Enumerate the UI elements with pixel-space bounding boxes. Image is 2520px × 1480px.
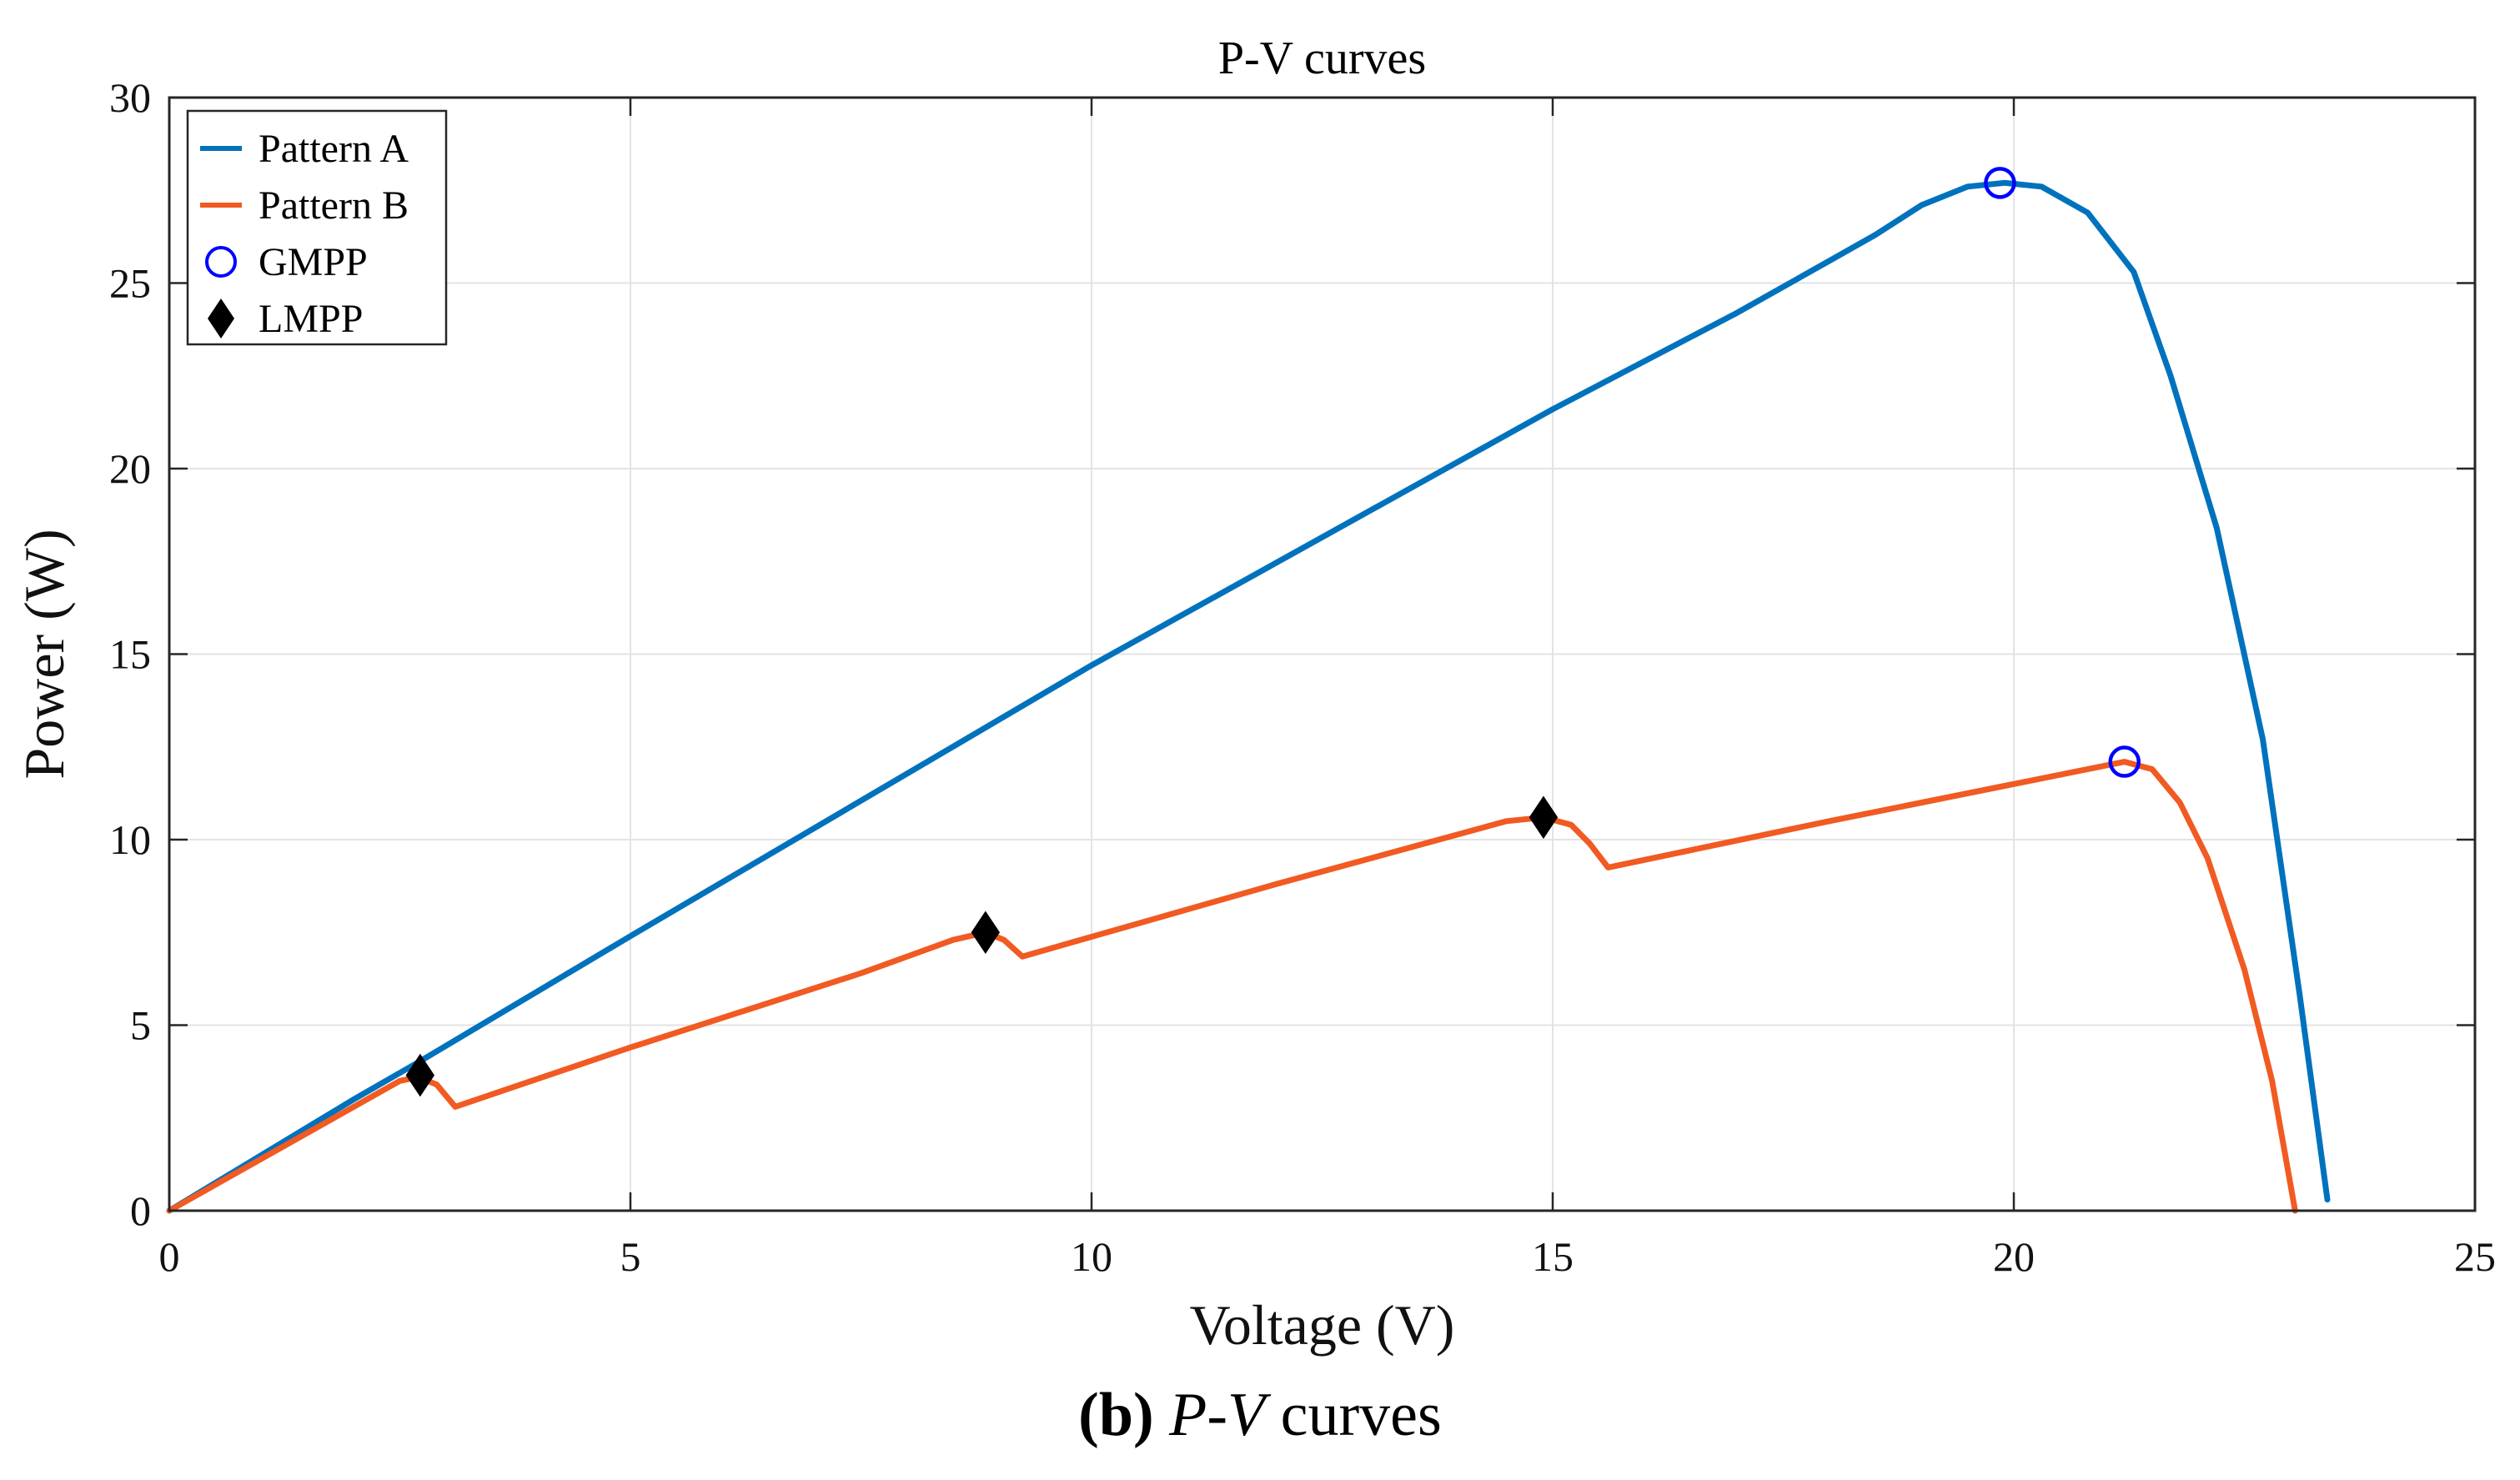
series-line-pattern-a	[166, 179, 2331, 1214]
legend-label-pattern-a: Pattern A	[259, 127, 409, 171]
legend-swatch-lmpp	[208, 299, 234, 339]
legend-label-lmpp: LMPP	[259, 297, 363, 341]
x-tick-label: 20	[1993, 1233, 2035, 1280]
series-line-pattern-b	[166, 759, 2298, 1214]
plot-frame	[168, 96, 2477, 1212]
gmpp-marker	[2108, 745, 2141, 778]
pv-chart: 0 5 10 15 20 25 0 5 10 15 20 25 30 P-V curves Voltag…	[13, 33, 2496, 1357]
caption-label: (b)	[1078, 1381, 1154, 1449]
legend: Pattern A Pattern B GMPP LMPP	[186, 109, 448, 346]
legend-label-pattern-b: Pattern B	[259, 183, 409, 228]
y-tick-label: 30	[109, 74, 151, 121]
chart-title: P-V curves	[1218, 33, 1426, 84]
ticks-layer: 0 5 10 15 20 25 0 5 10 15 20 25 30	[109, 74, 2496, 1280]
x-tick-label: 25	[2454, 1233, 2496, 1280]
y-tick-label: 20	[109, 445, 151, 492]
y-axis-label: Power (W)	[13, 529, 76, 779]
legend-swatch-gmpp	[205, 246, 237, 278]
caption-text: curves	[1265, 1381, 1442, 1449]
x-axis-label: Voltage (V)	[1190, 1293, 1455, 1357]
lmpp-marker	[971, 911, 1001, 955]
marker-layer	[405, 167, 2141, 1097]
x-tick-label: 0	[159, 1233, 180, 1280]
figure-caption: (b) P-V curves	[0, 1377, 2520, 1452]
x-tick-label: 15	[1532, 1233, 1574, 1280]
gmpp-marker	[1984, 167, 2016, 199]
x-tick-label: 5	[620, 1233, 641, 1280]
y-tick-label: 25	[109, 260, 151, 307]
y-tick-label: 0	[130, 1187, 151, 1234]
legend-label-gmpp: GMPP	[259, 240, 368, 284]
y-tick-label: 10	[109, 816, 151, 863]
x-tick-label: 10	[1071, 1233, 1112, 1280]
series-layer	[166, 179, 2331, 1214]
lmpp-marker	[1529, 795, 1559, 840]
lmpp-marker	[405, 1053, 435, 1097]
caption-italic: P-V	[1169, 1381, 1266, 1449]
y-tick-label: 5	[130, 1002, 151, 1049]
y-tick-label: 15	[109, 631, 151, 678]
